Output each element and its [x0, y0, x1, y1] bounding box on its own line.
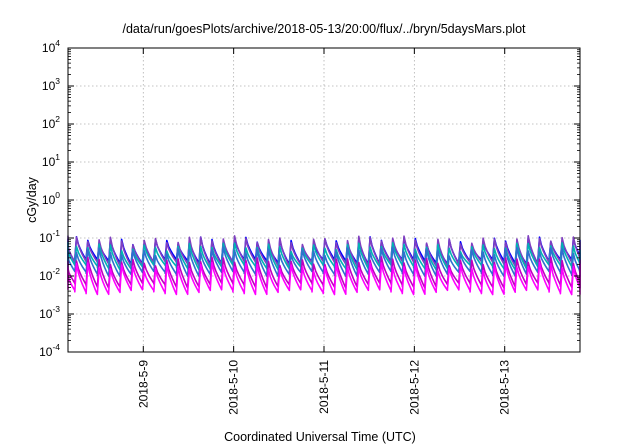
x-tick-label: 2018-5-9 — [136, 360, 150, 408]
gridlines — [68, 48, 580, 352]
y-tick-label: 103 — [42, 76, 60, 93]
y-axis-label: cGy/day — [25, 176, 39, 223]
series-lines — [67, 235, 581, 296]
series-line — [67, 246, 581, 278]
series-line — [67, 261, 581, 296]
x-tick-label: 2018-5-11 — [317, 360, 331, 414]
y-tick-label: 10-1 — [39, 228, 60, 245]
y-tick-label: 104 — [42, 38, 60, 55]
y-tick-label: 102 — [42, 114, 60, 131]
y-tick-label: 100 — [42, 190, 60, 207]
y-tick-label: 10-3 — [39, 304, 60, 321]
chart-title: /data/run/goesPlots/archive/2018-05-13/2… — [122, 22, 526, 36]
x-tick-label: 2018-5-10 — [227, 360, 241, 415]
axis-ticks: 10-4 10-3 10-2 10-1 100 101 102 103 104 2018-5-9 2… — [39, 38, 580, 415]
y-tick-label: 10-4 — [39, 342, 60, 359]
y-tick-label: 10-2 — [39, 266, 60, 283]
x-tick-label: 2018-5-12 — [407, 360, 421, 415]
y-tick-label: 101 — [42, 152, 60, 169]
x-axis-label: Coordinated Universal Time (UTC) — [224, 430, 416, 444]
x-tick-label: 2018-5-13 — [498, 360, 512, 415]
